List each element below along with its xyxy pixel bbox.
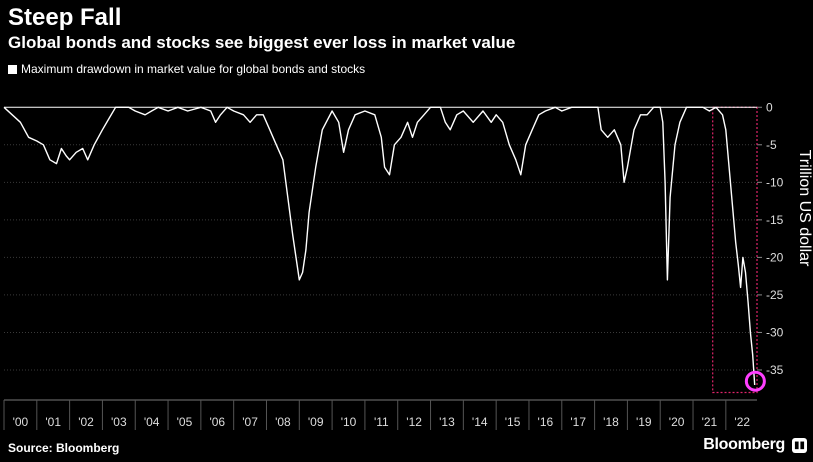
- x-tick-label: '15: [505, 415, 521, 429]
- y-tick-label: -10: [766, 175, 784, 189]
- y-tick-label: -30: [766, 325, 784, 339]
- legend: Maximum drawdown in market value for glo…: [8, 62, 365, 76]
- x-tick-label: '10: [341, 415, 357, 429]
- chart-title: Steep Fall: [8, 4, 122, 31]
- y-tick-label: -20: [766, 250, 784, 264]
- chart-subtitle: Global bonds and stocks see biggest ever…: [8, 33, 516, 52]
- x-tick-label: '12: [406, 415, 422, 429]
- x-tick-label: '22: [734, 415, 750, 429]
- x-tick-label: '17: [570, 415, 586, 429]
- x-tick-label: '06: [209, 415, 225, 429]
- x-tick-label: '21: [702, 415, 718, 429]
- highlight-circle: [744, 370, 766, 392]
- x-tick-label: '09: [308, 415, 324, 429]
- y-tick-label: -25: [766, 288, 784, 302]
- x-tick-label: '03: [111, 415, 127, 429]
- x-tick-label: '05: [177, 415, 193, 429]
- x-tick-label: '08: [275, 415, 291, 429]
- x-tick-label: '04: [144, 415, 160, 429]
- brand-badge-icon: ▮▮: [792, 438, 807, 453]
- legend-swatch: [8, 64, 17, 74]
- y-tick-label: -35: [766, 363, 784, 377]
- source-note: Source: Bloomberg: [8, 441, 120, 455]
- y-axis-label: Trillion US dollar: [796, 150, 813, 267]
- y-tick-label: 0: [766, 100, 773, 114]
- legend-label: Maximum drawdown in market value for glo…: [21, 62, 366, 76]
- brand-logo: Bloomberg: [703, 436, 785, 453]
- x-tick-label: '07: [242, 415, 258, 429]
- highlight-box: [712, 106, 758, 394]
- series-line: [3, 106, 756, 386]
- x-tick-label: '20: [669, 415, 685, 429]
- x-tick-label: '18: [603, 415, 619, 429]
- y-tick-label: -15: [766, 213, 784, 227]
- x-tick-label: '19: [636, 415, 652, 429]
- x-tick-label: '13: [439, 415, 455, 429]
- x-tick-label: '16: [538, 415, 554, 429]
- x-tick-label: '14: [472, 415, 488, 429]
- x-tick-label: '11: [374, 415, 389, 429]
- x-tick-label: '02: [78, 415, 94, 429]
- x-tick-label: '00: [13, 415, 29, 429]
- x-tick-label: '01: [45, 415, 61, 429]
- y-tick-label: -5: [766, 138, 777, 152]
